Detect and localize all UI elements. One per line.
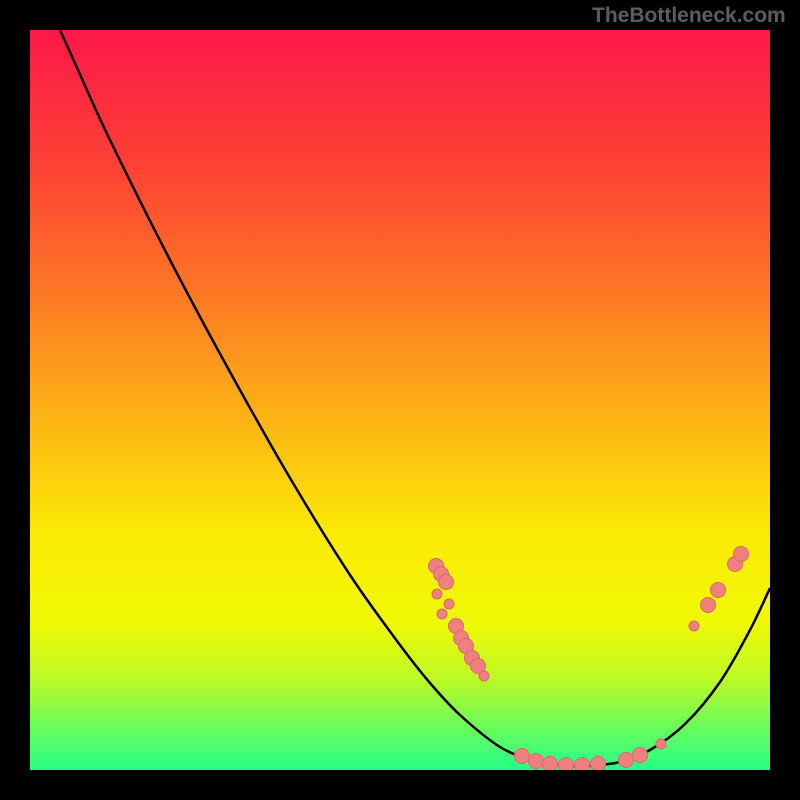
data-marker (591, 757, 606, 772)
data-marker (575, 758, 590, 773)
data-marker (689, 621, 699, 631)
data-marker (515, 749, 530, 764)
data-marker (711, 583, 726, 598)
data-marker (559, 758, 574, 773)
data-marker (439, 575, 454, 590)
data-marker (734, 547, 749, 562)
gradient-background (30, 30, 770, 770)
data-marker (437, 609, 447, 619)
data-marker (543, 757, 558, 772)
gradient-chart (0, 0, 800, 800)
data-marker (479, 671, 489, 681)
watermark-text: TheBottleneck.com (592, 4, 786, 28)
data-marker (633, 748, 648, 763)
data-marker (529, 754, 544, 769)
data-marker (619, 753, 634, 768)
data-marker (701, 598, 716, 613)
data-marker (432, 589, 442, 599)
data-marker (656, 739, 666, 749)
data-marker (444, 599, 454, 609)
